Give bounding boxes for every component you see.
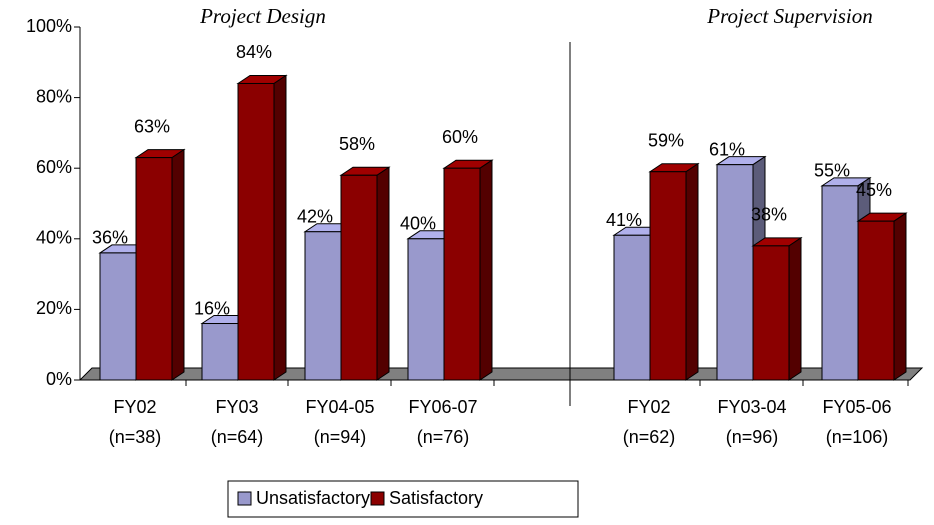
bar [340, 174, 378, 381]
x-tick-label: FY06-07 [408, 397, 477, 417]
y-tick-label: 40% [36, 228, 72, 248]
legend-swatch [237, 491, 252, 506]
bar [716, 164, 754, 381]
x-tick-label: FY05-06 [822, 397, 891, 417]
x-tick-label: (n=106) [826, 427, 889, 447]
x-tick-label: FY03 [215, 397, 258, 417]
bar-side [273, 74, 287, 381]
bar [201, 323, 239, 381]
value-label: 36% [92, 228, 128, 248]
value-label: 45% [856, 180, 892, 200]
x-tick-label: (n=94) [314, 427, 367, 447]
bar [443, 167, 481, 381]
bar [857, 220, 895, 381]
y-tick-label: 0% [46, 369, 72, 389]
x-tick-label: (n=62) [623, 427, 676, 447]
x-tick-label: (n=64) [211, 427, 264, 447]
value-label: 41% [606, 210, 642, 230]
legend-label: Satisfactory [389, 488, 483, 508]
y-tick-label: 20% [36, 298, 72, 318]
bar [821, 185, 859, 381]
value-label: 16% [194, 298, 230, 318]
legend [227, 480, 579, 518]
value-label: 40% [400, 214, 436, 234]
bar-side [376, 166, 390, 381]
value-label: 59% [648, 130, 684, 150]
value-label: 84% [236, 42, 272, 62]
bar [407, 238, 445, 381]
legend-swatch [370, 491, 385, 506]
bar [237, 82, 275, 381]
bar [304, 231, 342, 381]
bar-side [685, 162, 699, 381]
bar [649, 171, 687, 381]
value-label: 61% [709, 139, 745, 159]
y-tick-label: 100% [26, 16, 72, 36]
bar [752, 245, 790, 381]
value-label: 60% [442, 127, 478, 147]
bar-side [893, 212, 907, 381]
group-title: Project Supervision [706, 4, 872, 28]
value-label: 63% [134, 116, 170, 136]
bar-side [788, 236, 802, 381]
bar-side [171, 148, 185, 381]
x-tick-label: (n=96) [726, 427, 779, 447]
bar [99, 252, 137, 381]
x-tick-label: (n=38) [109, 427, 162, 447]
bar-side [479, 159, 493, 381]
x-tick-label: FY04-05 [305, 397, 374, 417]
x-tick-label: FY03-04 [717, 397, 786, 417]
x-tick-label: (n=76) [417, 427, 470, 447]
y-tick-label: 80% [36, 86, 72, 106]
x-tick-label: FY02 [113, 397, 156, 417]
value-label: 58% [339, 134, 375, 154]
y-tick-label: 60% [36, 157, 72, 177]
x-tick-label: FY02 [627, 397, 670, 417]
bar [613, 234, 651, 381]
legend-label: Unsatisfactory [256, 488, 370, 508]
bar [135, 157, 173, 381]
value-label: 42% [297, 206, 333, 226]
group-title: Project Design [199, 4, 326, 28]
value-label: 38% [751, 205, 787, 225]
value-label: 55% [814, 161, 850, 181]
